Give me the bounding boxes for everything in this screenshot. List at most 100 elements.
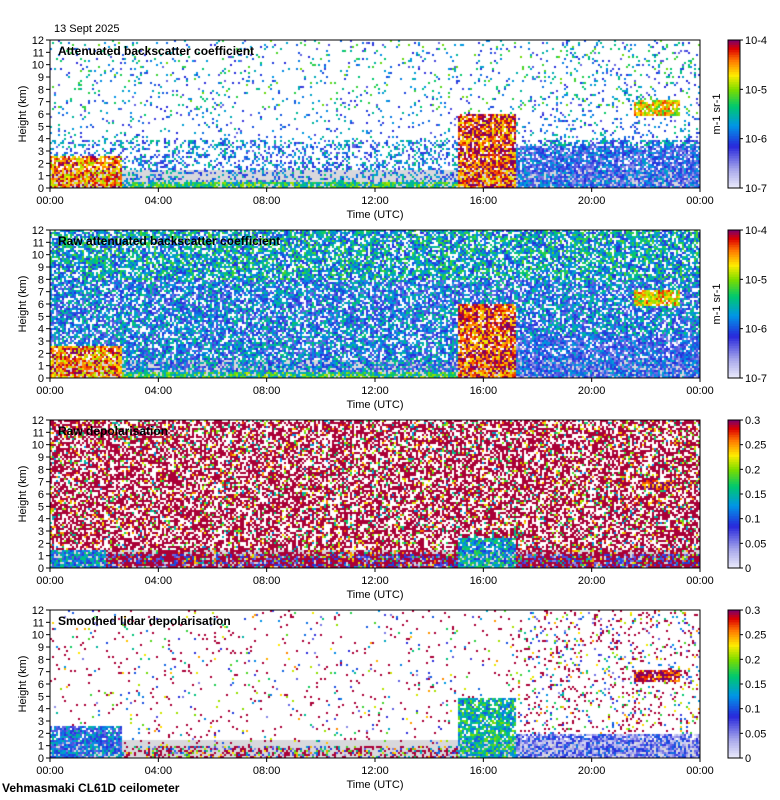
colorbar-segment — [728, 360, 740, 364]
colorbar-tick-label: 0 — [745, 753, 751, 765]
y-tick-label: 11 — [33, 427, 44, 439]
colorbar-segment — [728, 52, 740, 56]
panel-title: Raw depolarisation — [58, 424, 168, 438]
x-tick-label: 12:00 — [361, 575, 389, 587]
y-tick-label: 7 — [38, 97, 44, 109]
y-tick-label: 3 — [38, 146, 44, 158]
y-tick-label: 5 — [38, 691, 44, 703]
x-tick-label: 04:00 — [145, 195, 173, 207]
colorbar-segment — [728, 244, 740, 248]
colorbar-segment — [728, 452, 740, 456]
y-tick-label: 6 — [38, 109, 44, 121]
colorbar-segment — [728, 503, 740, 507]
colorbar-segment — [728, 632, 740, 636]
heatmap-image — [50, 610, 700, 758]
colorbar-segment — [728, 328, 740, 332]
y-tick-label: 12 — [32, 225, 44, 237]
y-tick-label: 11 — [33, 237, 44, 249]
colorbar-segment — [728, 684, 740, 687]
colorbar-segment — [728, 121, 740, 125]
y-tick-label: 0 — [38, 563, 44, 575]
colorbar-segment — [728, 86, 740, 90]
y-tick-label: 1 — [38, 361, 44, 373]
colorbar-segment — [728, 151, 740, 154]
colorbar-segment — [728, 365, 740, 369]
colorbar-segment — [728, 183, 740, 187]
colorbar-segment — [728, 486, 740, 490]
colorbar-segment — [728, 141, 740, 145]
colorbar-segment — [728, 528, 740, 532]
colorbar-segment — [728, 555, 740, 559]
colorbar-segment — [728, 716, 740, 720]
x-tick-label: 00:00 — [686, 575, 714, 587]
colorbar-segment — [728, 560, 740, 564]
colorbar-segment — [728, 496, 740, 500]
colorbar-segment — [728, 629, 740, 633]
y-tick-label: 12 — [32, 605, 44, 617]
colorbar-tick-label: 10-4 — [745, 35, 767, 47]
colorbar-segment — [728, 691, 740, 695]
colorbar-segment — [728, 262, 740, 266]
colorbar-segment — [728, 64, 740, 68]
colorbar-segment — [728, 304, 740, 307]
y-tick-label: 8 — [38, 274, 44, 286]
colorbar-segment — [728, 614, 740, 618]
x-tick-label: 00:00 — [686, 385, 714, 397]
colorbar-segment — [728, 513, 740, 517]
y-tick-label: 11 — [33, 617, 44, 629]
colorbar-segment — [728, 44, 740, 48]
x-tick-label: 20:00 — [578, 575, 606, 587]
colorbar-segment — [728, 471, 740, 475]
y-tick-label: 9 — [38, 452, 44, 464]
colorbar-segment — [728, 424, 740, 428]
colorbar-segment — [728, 375, 740, 379]
colorbar-segment — [728, 74, 740, 78]
colorbar-segment — [728, 96, 740, 100]
colorbar-segment — [728, 368, 740, 372]
colorbar-segment — [728, 693, 740, 697]
colorbar-segment — [728, 755, 740, 759]
colorbar-segment — [728, 57, 740, 61]
colorbar-segment — [728, 104, 740, 108]
colorbar-segment — [728, 427, 740, 431]
colorbar-segment — [728, 533, 740, 537]
colorbar-segment — [728, 718, 740, 722]
colorbar-segment — [728, 318, 740, 322]
colorbar-segment — [728, 735, 740, 739]
colorbar-segment — [728, 343, 740, 347]
colorbar-segment — [728, 126, 740, 130]
y-tick-label: 8 — [38, 464, 44, 476]
date-label: 13 Sept 2025 — [54, 23, 119, 35]
colorbar-segment — [728, 128, 740, 132]
colorbar-segment — [728, 659, 740, 663]
colorbar-segment — [728, 355, 740, 359]
colorbar-segment — [728, 494, 740, 497]
y-tick-label: 7 — [38, 477, 44, 489]
colorbar-segment — [728, 146, 740, 150]
colorbar-segment — [728, 550, 740, 554]
colorbar-segment — [728, 543, 740, 547]
colorbar-segment — [728, 698, 740, 702]
colorbar-segment — [728, 666, 740, 670]
colorbar-segment — [728, 168, 740, 172]
y-tick-label: 4 — [38, 324, 44, 336]
colorbar-segment — [728, 89, 740, 93]
colorbar-segment — [728, 239, 740, 243]
colorbar: 0 0.05 0.1 0.15 0.2 0.25 0.3 — [727, 415, 766, 575]
y-tick-label: 2 — [38, 348, 44, 360]
colorbar-segment — [728, 84, 740, 88]
colorbar-segment — [728, 271, 740, 275]
colorbar-segment — [728, 370, 740, 374]
colorbar-segment — [728, 331, 740, 335]
colorbar-segment — [728, 644, 740, 648]
y-tick-label: 12 — [32, 35, 44, 47]
colorbar-segment — [728, 637, 740, 641]
colorbar: 0 0.05 0.1 0.15 0.2 0.25 0.3 — [727, 605, 766, 765]
x-tick-label: 00:00 — [36, 575, 64, 587]
colorbar-label: m-1 sr-1 — [711, 284, 723, 325]
colorbar-segment — [728, 267, 740, 270]
colorbar-segment — [728, 284, 740, 288]
y-tick-label: 9 — [38, 262, 44, 274]
colorbar-segment — [728, 94, 740, 98]
colorbar-segment — [728, 257, 740, 261]
